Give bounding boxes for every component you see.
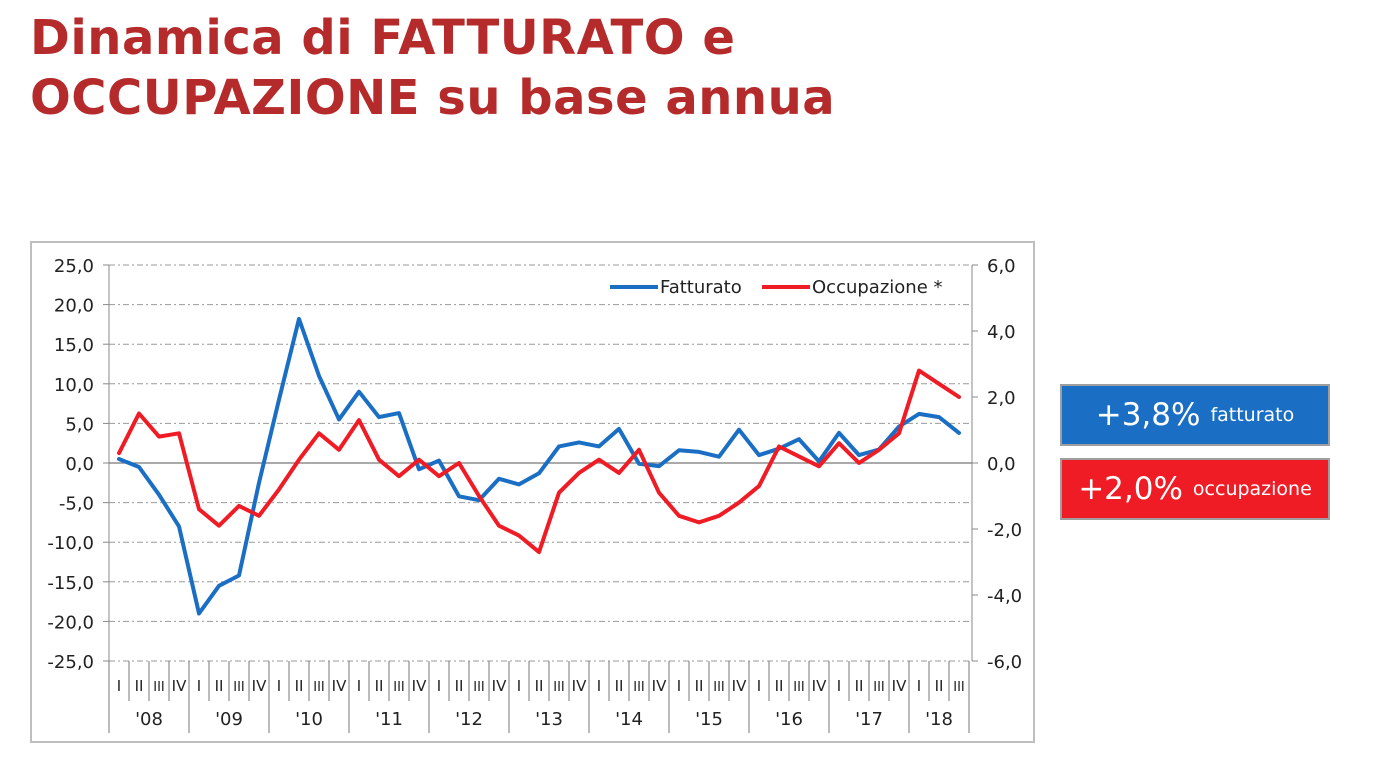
- title-line-2: OCCUPAZIONE su base annua: [30, 70, 836, 126]
- quarter-label: III: [313, 680, 325, 695]
- right-axis-tick-label: 4,0: [987, 322, 1016, 343]
- quarter-label: II: [535, 677, 544, 695]
- quarter-label: I: [357, 677, 361, 695]
- quarter-label: I: [197, 677, 201, 695]
- right-axis-tick-label: -4,0: [987, 586, 1022, 607]
- quarter-label: I: [757, 677, 761, 695]
- year-label: '11: [375, 709, 403, 730]
- quarter-label: I: [917, 677, 921, 695]
- fatturato-callout-label: fatturato: [1210, 404, 1295, 426]
- left-axis-tick-label: -5,0: [59, 494, 94, 515]
- occupazione-callout-label: occupazione: [1192, 478, 1312, 500]
- quarter-label: I: [437, 677, 441, 695]
- year-label: '15: [695, 709, 723, 730]
- left-axis-tick-label: 25,0: [54, 256, 94, 277]
- fatturato-series-line: [117, 316, 961, 616]
- quarter-label: IV: [812, 677, 827, 695]
- quarter-label: IV: [892, 677, 907, 695]
- quarter-label: IV: [172, 677, 187, 695]
- year-label: '12: [455, 709, 483, 730]
- left-axis-tick-label: -15,0: [47, 573, 94, 594]
- quarter-label: II: [295, 677, 304, 695]
- right-axis-tick-label: -2,0: [987, 520, 1022, 541]
- quarter-label: II: [775, 677, 784, 695]
- quarter-label: II: [935, 677, 944, 695]
- quarter-label: III: [153, 680, 165, 695]
- quarter-label: IV: [332, 677, 347, 695]
- year-label: '08: [135, 709, 163, 730]
- quarter-label: III: [873, 680, 885, 695]
- occupazione-legend-label: Occupazione *: [812, 277, 943, 298]
- quarter-label: III: [953, 680, 965, 695]
- quarter-label: II: [855, 677, 864, 695]
- quarter-label: II: [135, 677, 144, 695]
- quarter-label: II: [695, 677, 704, 695]
- quarter-label: III: [633, 680, 645, 695]
- occupazione-series-line: [117, 368, 961, 555]
- quarter-label: IV: [252, 677, 267, 695]
- quarter-label: I: [837, 677, 841, 695]
- year-label: '18: [925, 709, 953, 730]
- quarter-label: III: [713, 680, 725, 695]
- year-label: '17: [855, 709, 883, 730]
- left-axis-tick-label: 0,0: [65, 454, 94, 475]
- left-axis-tick-label: 10,0: [54, 375, 94, 396]
- quarter-label: III: [793, 680, 805, 695]
- quarter-label: II: [215, 677, 224, 695]
- quarter-label: IV: [732, 677, 747, 695]
- quarter-label: IV: [572, 677, 587, 695]
- right-axis-tick-label: 6,0: [987, 256, 1016, 277]
- quarter-label: II: [615, 677, 624, 695]
- quarter-label: III: [473, 680, 485, 695]
- year-label: '13: [535, 709, 563, 730]
- right-axis-tick-label: 2,0: [987, 388, 1016, 409]
- year-label: '10: [295, 709, 323, 730]
- occupazione-callout-value: +2,0%: [1078, 471, 1183, 507]
- quarter-label: IV: [652, 677, 667, 695]
- quarter-label: I: [597, 677, 601, 695]
- year-label: '14: [615, 709, 643, 730]
- quarter-label: IV: [492, 677, 507, 695]
- quarter-label: III: [553, 680, 565, 695]
- right-axis-tick-label: -6,0: [987, 652, 1022, 673]
- left-axis-tick-label: 20,0: [54, 296, 94, 317]
- left-axis-tick-label: 15,0: [54, 335, 94, 356]
- quarter-label: I: [117, 677, 121, 695]
- right-axis-tick-label: 0,0: [987, 454, 1016, 475]
- title-line-1: Dinamica di FATTURATO e: [30, 10, 736, 66]
- left-axis-tick-label: -20,0: [47, 612, 94, 633]
- page-title: Dinamica di FATTURATO e OCCUPAZIONE su b…: [30, 8, 930, 128]
- fatturato-callout: +3,8% fatturato: [1060, 384, 1330, 446]
- quarter-label: III: [233, 680, 245, 695]
- quarter-label: I: [277, 677, 281, 695]
- line-chart: 25,0 20,0 15,0 10,0 5,0 0,0 -5,0 -10,0 -15,0 -20,…: [47, 256, 1022, 733]
- quarter-label: II: [375, 677, 384, 695]
- quarter-label: III: [393, 680, 405, 695]
- left-axis-tick-label: -10,0: [47, 533, 94, 554]
- quarter-label: I: [677, 677, 681, 695]
- chart-frame: 25,0 20,0 15,0 10,0 5,0 0,0 -5,0 -10,0 -15,0 -20,…: [30, 241, 1035, 743]
- quarter-label: II: [455, 677, 464, 695]
- fatturato-legend-label: Fatturato: [660, 277, 742, 298]
- year-label: '16: [775, 709, 803, 730]
- quarter-label: I: [517, 677, 521, 695]
- occupazione-callout: +2,0% occupazione: [1060, 458, 1330, 520]
- left-axis-tick-label: 5,0: [65, 414, 94, 435]
- left-axis-tick-label: -25,0: [47, 652, 94, 673]
- fatturato-callout-value: +3,8%: [1095, 397, 1201, 433]
- year-label: '09: [215, 709, 243, 730]
- quarter-label: IV: [412, 677, 427, 695]
